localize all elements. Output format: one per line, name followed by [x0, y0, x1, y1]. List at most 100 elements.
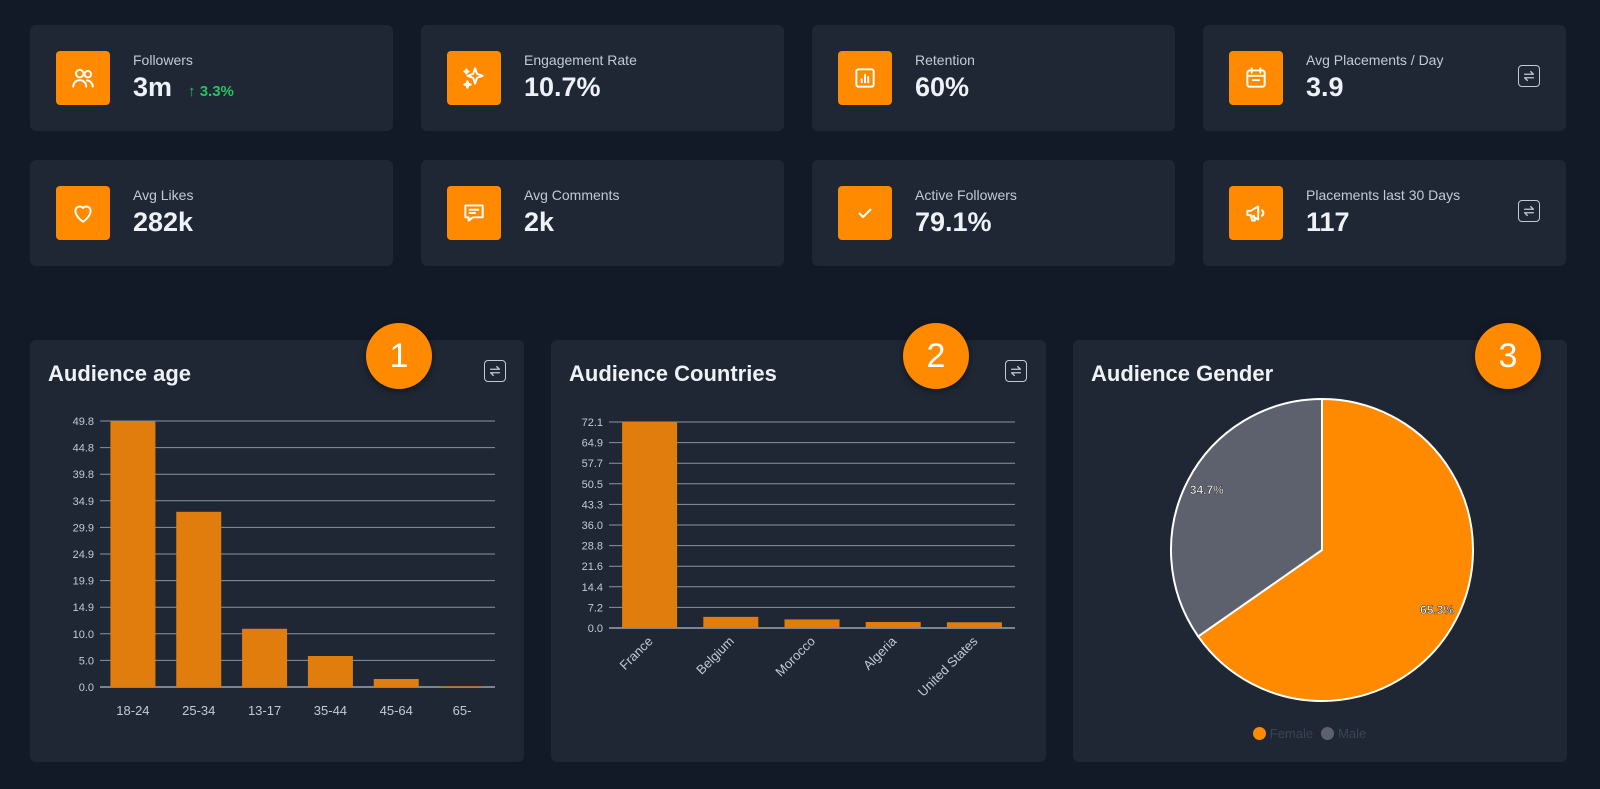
- country-bar-morocco[interactable]: [784, 619, 840, 628]
- swap-icon: [1523, 70, 1535, 82]
- swap-button[interactable]: [484, 360, 506, 382]
- x-tick-label: France: [616, 634, 655, 673]
- stat-value: 10.7%: [524, 72, 601, 102]
- x-tick-label: Belgium: [693, 634, 737, 678]
- users-icon: [56, 51, 110, 105]
- y-tick-label: 24.9: [73, 549, 94, 561]
- sparkles-icon: [447, 51, 501, 105]
- y-tick-label: 0.0: [79, 682, 94, 694]
- country-bar-united-states[interactable]: [946, 622, 1002, 628]
- country-bar-algeria[interactable]: [865, 622, 921, 628]
- stat-label: Placements last 30 Days: [1306, 187, 1461, 203]
- age-bar-18-24[interactable]: [110, 421, 156, 687]
- y-tick-label: 5.0: [79, 655, 94, 667]
- y-tick-label: 36.0: [582, 520, 603, 532]
- x-tick-label: 13-17: [248, 703, 281, 718]
- pie-value-label: 34.7%: [1190, 483, 1224, 497]
- x-tick-label: Morocco: [772, 634, 818, 680]
- panel-title: Audience Countries: [569, 361, 777, 386]
- pie-slice-male[interactable]: [1170, 397, 1323, 638]
- badge-2: 2: [903, 323, 969, 389]
- swap-button[interactable]: [1518, 200, 1540, 222]
- legend-dot-female: [1252, 727, 1266, 740]
- y-tick-label: 50.5: [582, 479, 603, 491]
- y-tick-label: 64.9: [582, 438, 603, 450]
- stat-label: Avg Likes: [133, 187, 194, 203]
- swap-button[interactable]: [1518, 65, 1540, 87]
- calendar-icon: [1229, 51, 1283, 105]
- age-bar-35-44[interactable]: [307, 656, 353, 687]
- age-bar-65-[interactable]: [439, 686, 485, 687]
- stat-change: ↑ 3.3%: [188, 83, 234, 100]
- stat-label: Engagement Rate: [524, 52, 637, 68]
- panel-title: Audience age: [48, 361, 192, 386]
- swap-icon: [1523, 205, 1535, 217]
- stat-value: 79.1%: [915, 207, 992, 237]
- stat-value: 60%: [915, 72, 970, 102]
- stat-card-avg-placements-day: Avg Placements / Day 3.9: [1203, 25, 1566, 131]
- check-icon: [838, 186, 892, 240]
- y-tick-label: 29.9: [73, 522, 94, 534]
- stat-value: 282k: [133, 207, 194, 237]
- stat-label: Avg Placements / Day: [1306, 52, 1444, 68]
- stat-card-followers: Followers 3m ↑ 3.3%: [30, 25, 393, 131]
- megaphone-icon: [1229, 186, 1283, 240]
- stat-value: 3.9: [1306, 72, 1344, 102]
- stat-card-engagement-rate: Engagement Rate 10.7%: [421, 25, 784, 131]
- badge-1: 1: [366, 323, 432, 389]
- x-tick-label: 18-24: [116, 703, 149, 718]
- age-bar-45-64[interactable]: [373, 678, 419, 687]
- legend-label: Female: [1269, 726, 1314, 741]
- badge-3: 3: [1475, 323, 1541, 389]
- stat-card-avg-comments: Avg Comments 2k: [421, 160, 784, 266]
- audience-countries-chart: 0.0 7.2 14.4 21.6 28.8 36.0 43.3 50.5 57.7 64.9 72…: [582, 417, 1015, 699]
- x-tick-label: 45-64: [380, 703, 413, 718]
- legend-item-male[interactable]: Male: [1321, 726, 1366, 741]
- stat-label: Followers: [133, 52, 193, 68]
- panel-audience-countries: Audience Countries 0.0 7.2 14.4 21.6 28.8 36.…: [551, 340, 1046, 762]
- audience-age-chart: 0.0 5.0 10.0 14.9 19.9 24.9 29.9 34.9 39.8 44.8 49…: [73, 416, 495, 718]
- y-tick-label: 10.0: [73, 629, 94, 641]
- swap-icon: [489, 365, 501, 377]
- legend-dot-male: [1321, 727, 1335, 740]
- swap-icon: [1010, 365, 1022, 377]
- y-tick-label: 44.8: [73, 443, 94, 455]
- stat-value: 3m ↑ 3.3%: [133, 72, 234, 103]
- stat-value: 117: [1306, 207, 1350, 237]
- panel-title: Audience Gender: [1091, 361, 1274, 386]
- x-tick-label: 25-34: [182, 703, 215, 718]
- stat-card-avg-likes: Avg Likes 282k: [30, 160, 393, 266]
- y-tick-label: 57.7: [582, 458, 603, 470]
- legend-label: Male: [1338, 726, 1367, 741]
- pie-value-label: 65.3%: [1420, 603, 1454, 617]
- y-tick-label: 43.3: [582, 499, 603, 511]
- stat-card-active-followers: Active Followers 79.1%: [812, 160, 1175, 266]
- y-tick-label: 39.8: [73, 469, 94, 481]
- gender-legend: Female Male: [1052, 726, 1567, 741]
- stat-card-retention: Retention 60%: [812, 25, 1175, 131]
- country-bar-belgium[interactable]: [703, 616, 759, 628]
- message-icon: [447, 186, 501, 240]
- y-tick-label: 21.6: [582, 561, 603, 573]
- x-tick-label: 35-44: [314, 703, 347, 718]
- stat-value-text: 3m: [133, 72, 173, 102]
- stat-label: Avg Comments: [524, 187, 620, 203]
- y-tick-label: 7.2: [588, 602, 603, 614]
- panel-audience-age: Audience age 0.0 5.0 10.0 14.9 19.9 24.9 29.9 3…: [30, 340, 524, 762]
- swap-button[interactable]: [1005, 360, 1027, 382]
- y-tick-label: 72.1: [582, 417, 603, 429]
- y-tick-label: 19.9: [73, 576, 94, 588]
- legend-item-female[interactable]: Female: [1252, 726, 1314, 741]
- y-tick-label: 34.9: [73, 496, 94, 508]
- country-bar-france[interactable]: [622, 422, 678, 628]
- stat-label: Retention: [915, 52, 975, 68]
- x-tick-label: 65-: [453, 703, 472, 718]
- y-tick-label: 28.8: [582, 541, 603, 553]
- age-bar-25-34[interactable]: [176, 511, 222, 687]
- stat-card-placements-last-30-days: Placements last 30 Days 117: [1203, 160, 1566, 266]
- age-bar-13-17[interactable]: [242, 628, 288, 687]
- panel-audience-gender: Audience Gender 65.3% 34.7%: [1073, 340, 1567, 762]
- pie-slice-female[interactable]: [1196, 397, 1474, 702]
- x-tick-label: United States: [915, 633, 981, 699]
- audience-gender-chart: 65.3% 34.7%: [1170, 397, 1474, 702]
